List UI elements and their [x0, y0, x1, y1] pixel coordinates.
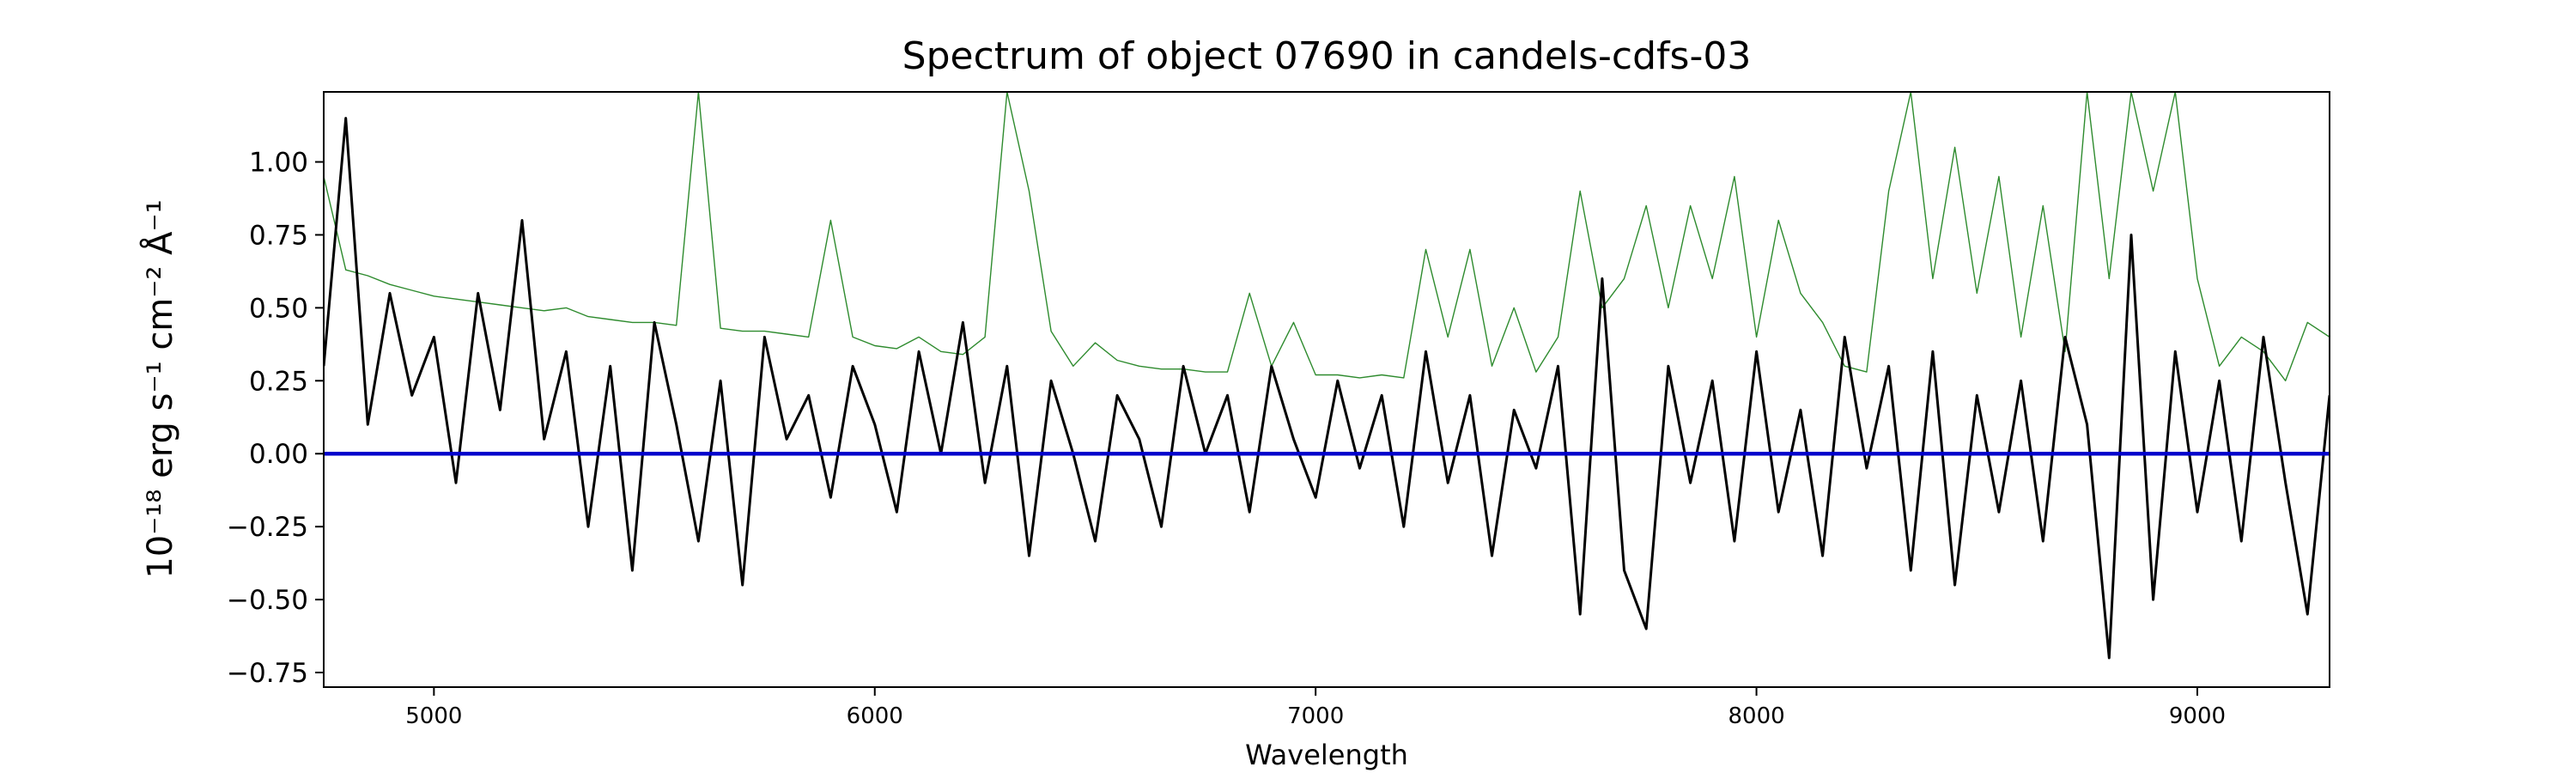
y-tick-label: 0.25	[249, 366, 308, 397]
x-tick-label: 8000	[1728, 703, 1784, 729]
plot-area	[324, 92, 2330, 660]
chart-title: Spectrum of object 07690 in candels-cdfs…	[902, 34, 1752, 78]
y-tick-label: −0.25	[227, 512, 308, 543]
spectrum-line	[324, 92, 2330, 381]
x-tick-label: 7000	[1287, 703, 1344, 729]
y-tick-label: 0.50	[249, 293, 308, 324]
x-axis-label: Wavelength	[1245, 739, 1408, 771]
axes-frame	[323, 91, 2330, 688]
y-tick-label: −0.50	[227, 585, 308, 616]
y-tick-label: 0.75	[249, 220, 308, 251]
y-tick-label: 0.00	[249, 439, 308, 470]
x-tick-label: 5000	[405, 703, 462, 729]
x-tick-label: 9000	[2169, 703, 2226, 729]
spectrum-line	[324, 117, 2330, 660]
y-axis-label: 10⁻¹⁸ erg s⁻¹ cm⁻² Å⁻¹	[139, 199, 180, 578]
y-tick-label: −0.75	[227, 658, 308, 689]
x-tick-label: 6000	[847, 703, 903, 729]
y-tick-label: 1.00	[249, 148, 308, 179]
